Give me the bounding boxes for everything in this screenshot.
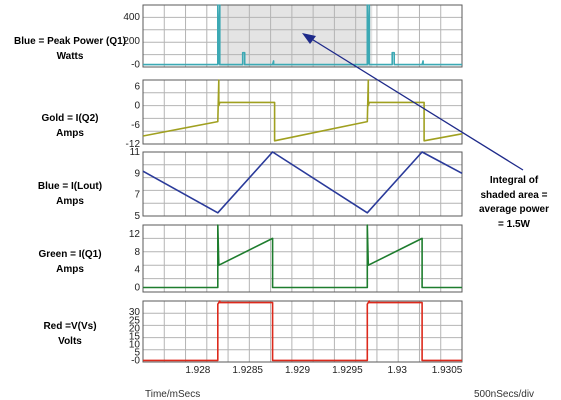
label-iq2-line-1: Gold = I(Q2) (0, 112, 140, 127)
label-power-line-1: Blue = Peak Power (Q1) (0, 35, 140, 50)
label-iq1-line-1: Green = I(Q1) (0, 248, 140, 263)
panel-power-shaded-area (219, 5, 373, 67)
panel-ilout-y-tick-label: 9 (134, 168, 140, 179)
timebase-label: 500nSecs/div (474, 389, 534, 400)
label-iq1-line-2: Amps (0, 263, 140, 278)
panel-vvs-frame (143, 301, 462, 362)
x-tick-label: 1.929 (285, 365, 310, 376)
annotation-line-2: shaded area = (468, 189, 560, 204)
panel-ilout-y-tick-label: 5 (134, 211, 140, 222)
label-iq1: Green = I(Q1) Amps (0, 248, 140, 277)
label-ilout-line-2: Amps (0, 195, 140, 210)
x-tick-label: 1.9295 (332, 365, 363, 376)
annotation-line-3: average power (468, 203, 560, 218)
panel-iq1-y-tick-label: 0 (134, 283, 140, 294)
annotation-arrow-line (310, 38, 523, 170)
panel-iq2-y-tick-label: 0 (134, 101, 140, 112)
label-ilout: Blue = I(Lout) Amps (0, 180, 140, 209)
x-tick-label: 1.9305 (432, 365, 463, 376)
label-vvs: Red =V(Vs) Volts (0, 320, 140, 349)
panel-ilout-y-tick-label: 11 (130, 147, 141, 158)
label-iq2-line-2: Amps (0, 127, 140, 142)
panel-iq1-y-tick-label: 12 (129, 229, 141, 240)
label-vvs-line-1: Red =V(Vs) (0, 320, 140, 335)
panel-power-y-tick-label: 400 (123, 12, 140, 23)
panel-vvs-series-line (143, 301, 462, 360)
label-ilout-line-1: Blue = I(Lout) (0, 180, 140, 195)
panel-vvs-y-tick-label: 30 (129, 307, 141, 318)
x-axis-caption: Time/mSecs (145, 389, 200, 400)
label-vvs-line-2: Volts (0, 335, 140, 350)
annotation-text: Integral of shaded area = average power … (468, 174, 560, 232)
x-tick-label: 1.928 (185, 365, 210, 376)
label-power-line-2: Watts (0, 50, 140, 65)
panel-iq1-frame (143, 225, 462, 292)
annotation-line-1: Integral of (468, 174, 560, 189)
panel-iq2-y-tick-label: 6 (134, 81, 140, 92)
label-power: Blue = Peak Power (Q1) Watts (0, 35, 140, 64)
annotation-line-4: = 1.5W (468, 218, 560, 233)
x-tick-label: 1.93 (387, 365, 407, 376)
x-tick-label: 1.9285 (232, 365, 263, 376)
label-iq2: Gold = I(Q2) Amps (0, 112, 140, 141)
